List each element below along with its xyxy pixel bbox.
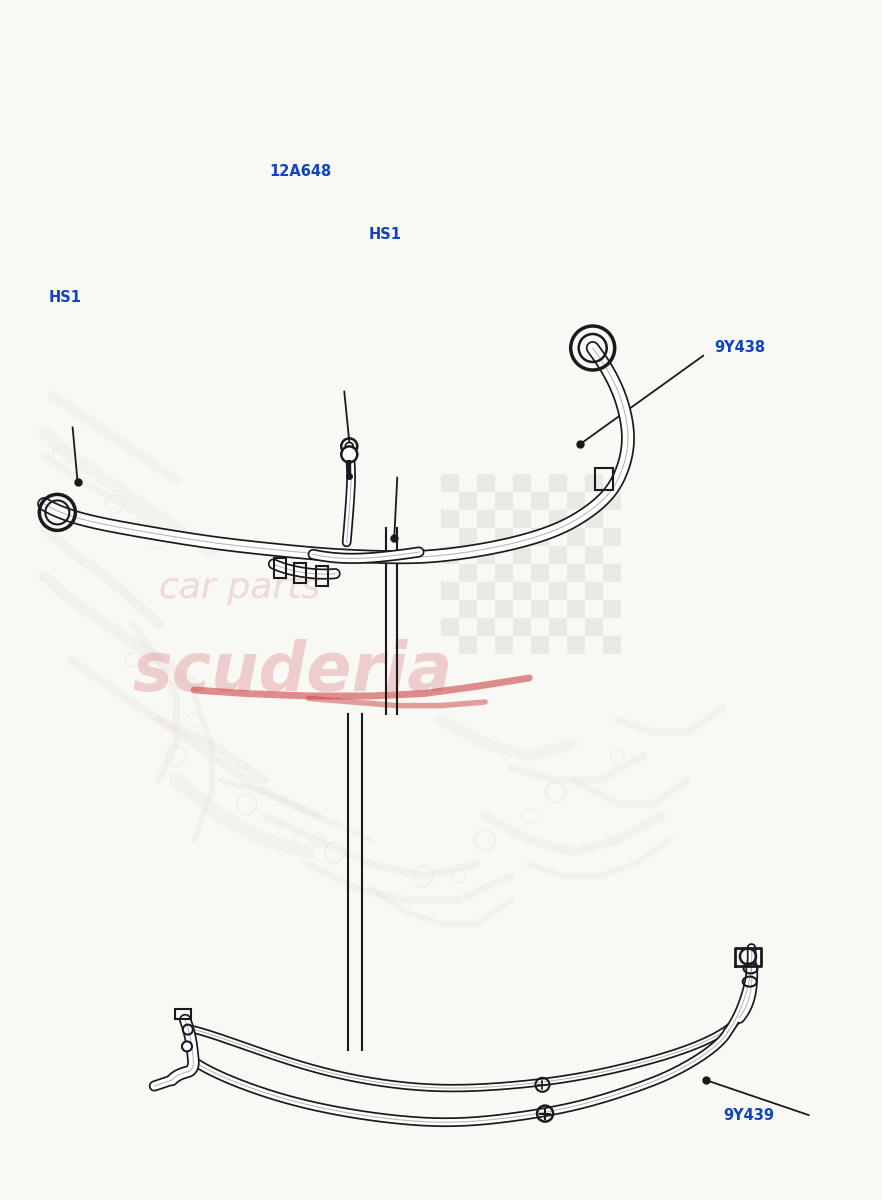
Bar <box>477 474 495 492</box>
Bar <box>441 510 459 528</box>
Bar <box>549 618 567 636</box>
Bar <box>294 563 306 583</box>
Text: 12A648: 12A648 <box>269 164 332 179</box>
Bar <box>477 546 495 564</box>
Bar <box>513 618 531 636</box>
Bar <box>594 468 613 490</box>
Bar <box>567 492 585 510</box>
Circle shape <box>182 1042 192 1051</box>
Bar <box>513 582 531 600</box>
Bar <box>567 600 585 618</box>
Bar <box>531 636 549 654</box>
Bar <box>513 474 531 492</box>
Bar <box>585 546 603 564</box>
Text: HS1: HS1 <box>49 290 81 305</box>
Bar <box>495 492 513 510</box>
Bar <box>316 565 328 586</box>
Bar <box>531 600 549 618</box>
Bar <box>459 636 477 654</box>
Circle shape <box>183 1025 193 1034</box>
Bar <box>459 564 477 582</box>
Bar <box>175 1009 191 1019</box>
Bar <box>549 582 567 600</box>
Bar <box>603 492 621 510</box>
Text: scuderia: scuderia <box>132 640 452 706</box>
Bar <box>567 636 585 654</box>
Bar <box>495 528 513 546</box>
Bar <box>477 510 495 528</box>
Bar <box>567 564 585 582</box>
Bar <box>603 564 621 582</box>
Bar <box>477 582 495 600</box>
Bar <box>459 528 477 546</box>
Bar <box>477 618 495 636</box>
Text: 9Y439: 9Y439 <box>723 1109 774 1123</box>
Bar <box>495 636 513 654</box>
Bar <box>513 510 531 528</box>
Bar <box>603 528 621 546</box>
Bar <box>441 546 459 564</box>
Bar <box>585 618 603 636</box>
Bar <box>567 528 585 546</box>
Bar <box>459 600 477 618</box>
Bar <box>603 636 621 654</box>
Bar <box>459 492 477 510</box>
Bar <box>441 474 459 492</box>
Bar <box>531 564 549 582</box>
Circle shape <box>341 446 357 462</box>
Bar <box>603 600 621 618</box>
Bar <box>531 492 549 510</box>
Text: car parts: car parts <box>159 571 320 605</box>
Bar <box>585 510 603 528</box>
Bar <box>549 546 567 564</box>
Bar <box>585 474 603 492</box>
Bar <box>274 558 287 578</box>
Bar <box>495 564 513 582</box>
Bar <box>549 474 567 492</box>
Text: HS1: HS1 <box>369 227 401 241</box>
Bar <box>585 582 603 600</box>
Text: 9Y438: 9Y438 <box>714 341 766 355</box>
Bar <box>441 582 459 600</box>
Bar <box>531 528 549 546</box>
Bar <box>549 510 567 528</box>
Bar <box>513 546 531 564</box>
Bar <box>495 600 513 618</box>
Bar <box>441 618 459 636</box>
